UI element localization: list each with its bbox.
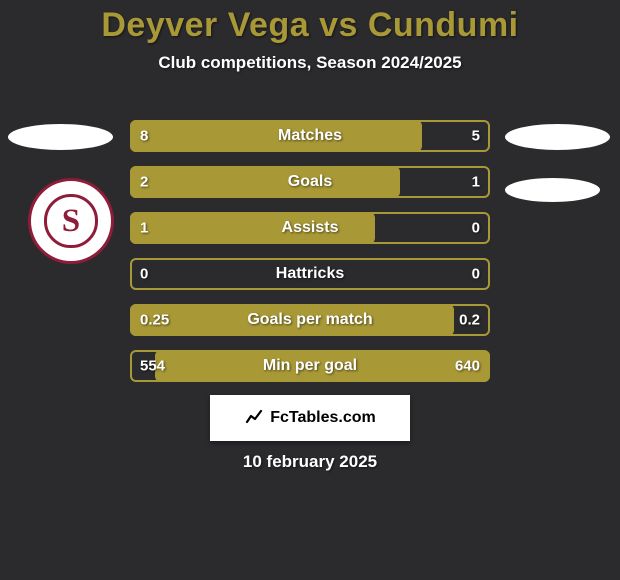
stat-label: Assists: [282, 219, 339, 237]
stat-value-left: 0.25: [140, 312, 169, 329]
fctables-icon: [244, 408, 264, 428]
stat-value-left: 554: [140, 358, 165, 375]
club-crest: S: [28, 178, 114, 264]
stat-value-right: 5: [472, 128, 480, 145]
stat-rows: 85Matches21Goals10Assists00Hattricks0.25…: [130, 120, 490, 396]
stat-row: 0 0 Hattricks: [130, 258, 490, 290]
stat-label: Goals per match: [247, 311, 372, 329]
stat-value-left: 0: [140, 266, 148, 283]
stat-row: 1 0 Assists: [130, 212, 490, 244]
player-photo-placeholder: [505, 178, 600, 202]
stat-value-left: 8: [140, 128, 148, 145]
stat-value-right: 640: [455, 358, 480, 375]
stat-row: 2 1 Goals: [130, 166, 490, 198]
comparison-card: Deyver Vega vs Cundumi Club competitions…: [0, 0, 620, 580]
fctables-label: FcTables.com: [270, 409, 376, 427]
stat-value-right: 0.2: [459, 312, 480, 329]
stat-value-right: 1: [472, 174, 480, 191]
date-text: 10 february 2025: [243, 452, 377, 472]
stat-value-left: 1: [140, 220, 148, 237]
club-crest-letter: S: [44, 194, 97, 247]
stat-bar-left: [130, 166, 310, 198]
stat-value-left: 2: [140, 174, 148, 191]
player-photo-placeholder: [8, 124, 113, 150]
stat-value-right: 0: [472, 220, 480, 237]
page-title: Deyver Vega vs Cundumi: [0, 0, 620, 45]
stat-row: 8 5 Matches: [130, 120, 490, 152]
stat-label: Min per goal: [263, 357, 357, 375]
player-photo-placeholder: [505, 124, 610, 150]
subtitle: Club competitions, Season 2024/2025: [0, 53, 620, 73]
stat-row: 0.25 0.2 Goals per match: [130, 304, 490, 336]
stat-value-right: 0: [472, 266, 480, 283]
stat-label: Hattricks: [276, 265, 344, 283]
stat-label: Goals: [288, 173, 332, 191]
stat-row: 554 640 Min per goal: [130, 350, 490, 382]
fctables-badge[interactable]: FcTables.com: [210, 395, 410, 441]
stat-label: Matches: [278, 127, 342, 145]
